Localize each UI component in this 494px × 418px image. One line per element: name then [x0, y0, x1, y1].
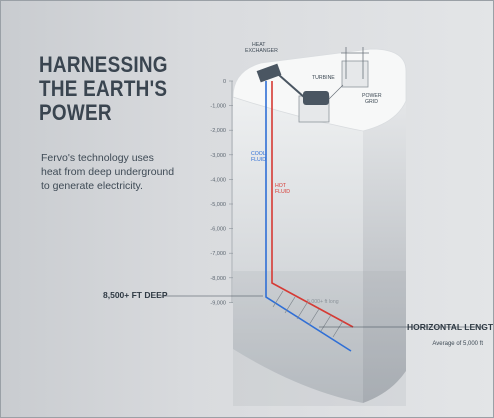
- depth-tick-label: -8,000: [210, 276, 226, 282]
- surface-plant: [256, 47, 369, 123]
- deep-rock-band: [233, 271, 406, 406]
- heat-exchanger-icon: [256, 63, 282, 83]
- description-line-2: heat from deep underground: [41, 166, 175, 178]
- title-line-1: HARNESSING: [39, 52, 168, 77]
- depth-tick-label: -1,000: [210, 104, 226, 110]
- cool-fluid-well: [265, 81, 352, 352]
- surface-pipe: [278, 74, 305, 98]
- earth-side-face: [363, 101, 406, 403]
- depth-tick-label: -7,000: [210, 251, 226, 257]
- depth-callout: 8,500+ FT DEEP: [103, 290, 168, 300]
- fracture-3: [296, 302, 308, 320]
- depth-scale: 0 -1,000 -2,000 -3,000 -4,000 -5,000 -6,000 -7,…: [210, 79, 233, 306]
- power-grid-label-1: POWER: [362, 93, 382, 99]
- turbine-label: TURBINE: [312, 75, 335, 81]
- depth-ticks: 0 -1,000 -2,000 -3,000 -4,000 -5,000 -6,000 -7,…: [210, 79, 233, 306]
- turbine-icon: [303, 91, 329, 105]
- fracture-4: [308, 308, 320, 326]
- depth-tick-label: -6,000: [210, 227, 226, 233]
- depth-tick-label: -5,000: [210, 202, 226, 208]
- cool-fluid-label-1: COOL: [251, 151, 266, 157]
- heat-exchanger-label-1: HEAT: [252, 42, 266, 48]
- power-grid-label-2: GRID: [365, 99, 378, 105]
- fracture-1: [272, 290, 284, 308]
- description-line-3: to generate electricity.: [41, 180, 143, 192]
- depth-tick-label: -3,000: [210, 153, 226, 159]
- fracture-5: [320, 314, 332, 332]
- fracture-2: [284, 296, 296, 314]
- hot-fluid-well: [271, 81, 354, 328]
- cool-fluid-label-2: FLUID: [251, 157, 266, 163]
- fracture-6: [332, 320, 344, 338]
- depth-tick-label: -4,000: [210, 177, 226, 183]
- depth-tick-label: -2,000: [210, 128, 226, 134]
- horizontal-length-title: HORIZONTAL LENGTH: [407, 322, 494, 332]
- horizontal-length-subtitle: Average of 5,000 ft: [432, 341, 483, 347]
- hot-fluid-label-1: HOT: [275, 183, 287, 189]
- wells: [265, 81, 354, 352]
- heat-exchanger-label-2: EXCHANGER: [245, 48, 278, 54]
- turbine-grid-wire: [328, 84, 344, 100]
- title-line-2: THE EARTH'S: [39, 76, 168, 101]
- description: Fervo's technology uses heat from deep u…: [41, 151, 201, 193]
- description-line-1: Fervo's technology uses: [41, 152, 154, 164]
- depth-tick-label: 0: [223, 79, 226, 85]
- title-line-3: POWER: [39, 100, 112, 125]
- depth-tick-label: -9,000: [210, 300, 226, 306]
- hot-fluid-label-2: FLUID: [275, 189, 290, 195]
- fracture-length-label: 5,000+ ft long: [307, 299, 339, 305]
- infographic-title: HARNESSING THE EARTH'S POWER: [39, 53, 168, 125]
